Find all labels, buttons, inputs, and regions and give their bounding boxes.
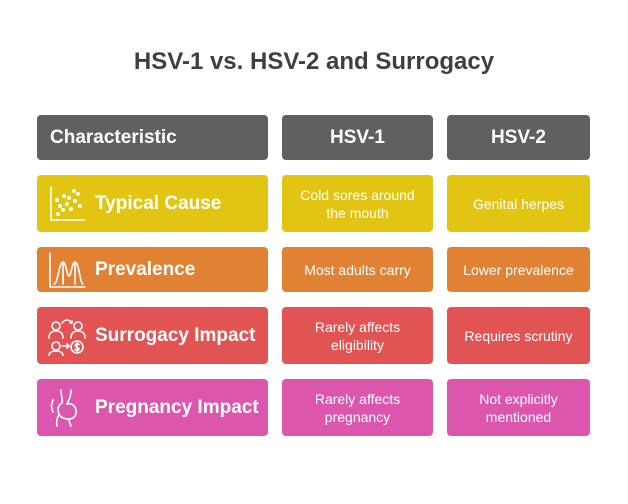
cell-pregnancy-impact-hsv2: Not explicitly mentioned — [447, 379, 590, 436]
pregnancy-icon — [50, 388, 77, 427]
cell-typical-cause-hsv2: Genital herpes — [447, 175, 590, 232]
row-label-pregnancy-impact: Pregnancy Impact — [37, 379, 268, 436]
header-characteristic: Characteristic — [37, 115, 268, 160]
cell-prevalence-hsv1: Most adults carry — [282, 247, 433, 292]
row-label-text: Prevalence — [95, 258, 196, 280]
row-label-surrogacy-impact: Surrogacy Impact — [37, 307, 268, 364]
page-title: HSV-1 vs. HSV-2 and Surrogacy — [133, 48, 495, 75]
scatter-chart-icon — [50, 185, 85, 221]
cell-prevalence-hsv2: Lower prevalence — [447, 247, 590, 292]
people-exchange-icon — [48, 318, 86, 356]
header-hsv1: HSV-1 — [282, 115, 433, 160]
header-hsv2: HSV-2 — [447, 115, 590, 160]
cell-surrogacy-impact-hsv2: Requires scrutiny — [447, 307, 590, 364]
row-label-prevalence: Prevalence — [37, 247, 268, 292]
row-label-text: Pregnancy Impact — [95, 396, 259, 418]
distribution-chart-icon — [49, 251, 86, 288]
cell-surrogacy-impact-hsv1: Rarely affects eligibility — [282, 307, 433, 364]
row-label-typical-cause: Typical Cause — [37, 175, 268, 232]
cell-pregnancy-impact-hsv1: Rarely affects pregnancy — [282, 379, 433, 436]
row-label-text: Typical Cause — [95, 192, 222, 214]
row-label-text: Surrogacy Impact — [95, 324, 256, 346]
cell-typical-cause-hsv1: Cold sores around the mouth — [282, 175, 433, 232]
